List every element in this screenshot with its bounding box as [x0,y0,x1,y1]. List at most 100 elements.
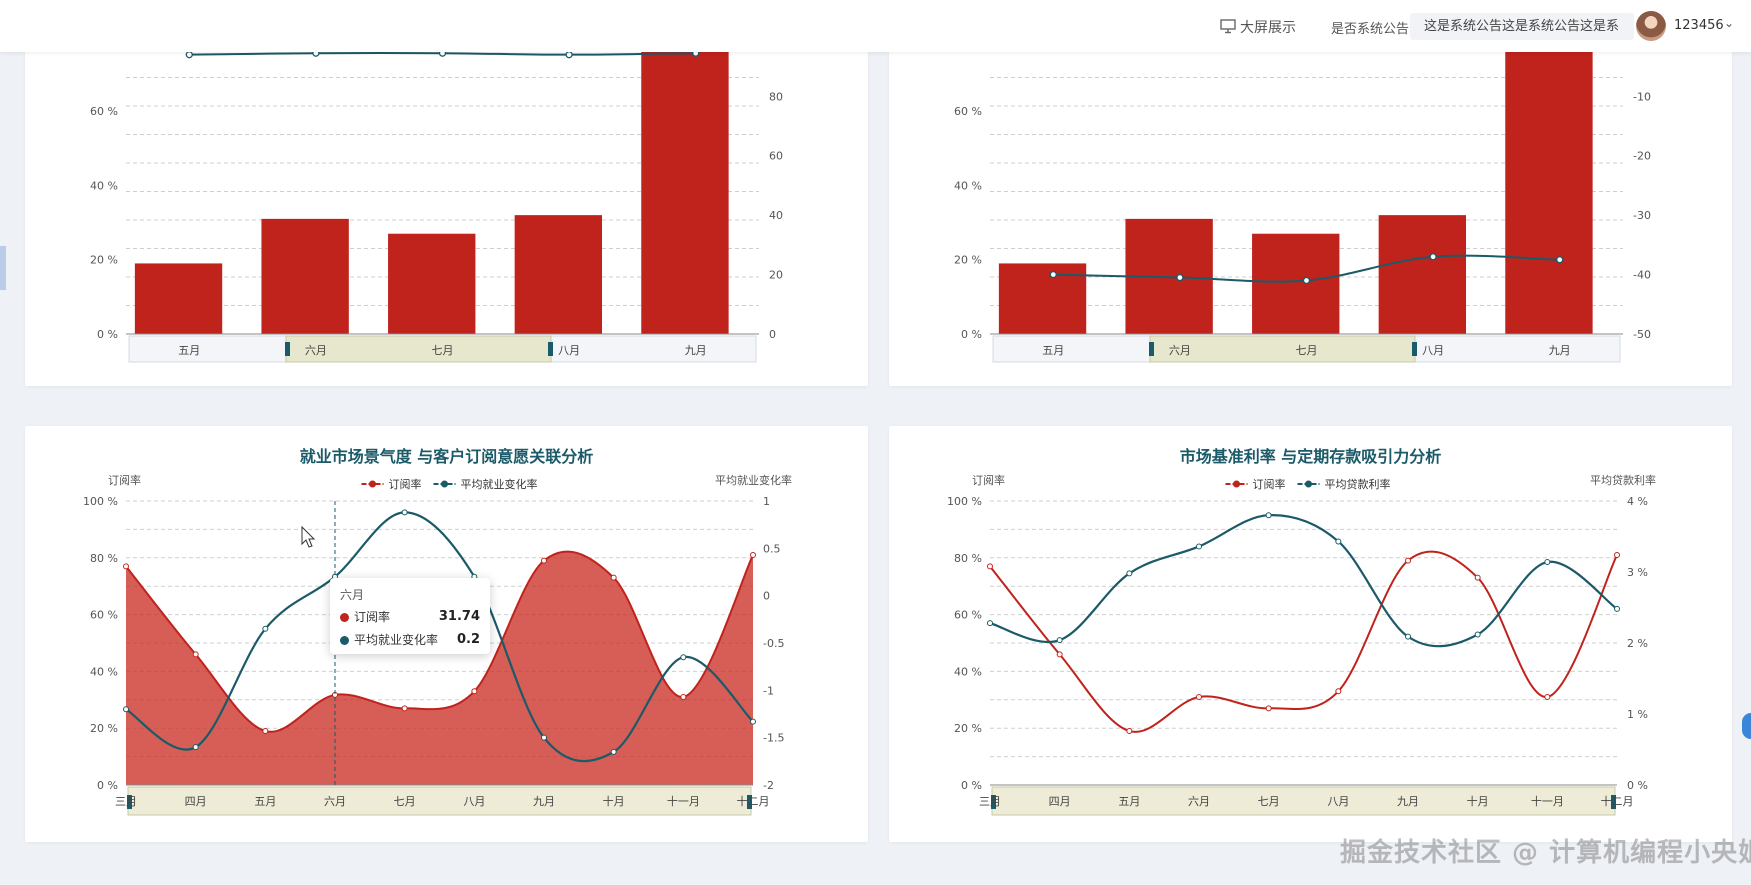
datazoom-handle-right [747,795,752,809]
legend-label: 平均就业变化率 [461,477,538,491]
y-right-tick-label: 4 % [1627,495,1648,508]
line-point [1405,633,1411,640]
legend-marker [369,480,376,488]
y-right-tick-label: 40 [769,209,783,222]
y-left-tick-label: 0 % [961,779,982,792]
tooltip-row2-label: 平均就业变化率 [354,633,439,647]
y-right-tick-label: -40 [1633,269,1651,282]
notice-marquee: 这是系统公告这是系统公告这是系 [1410,13,1634,40]
y-left-tick-label: 0 % [97,328,118,341]
chart-title: 就业市场景气度 与客户订阅意愿关联分析 [300,447,594,466]
y-left-tick-label: 40 % [90,179,118,192]
x-tick-label: 八月 [1422,344,1444,357]
bar [1378,215,1467,334]
x-tick-label: 六月 [305,344,327,357]
avatar[interactable] [1636,11,1666,41]
chart-title: 市场基准利率 与定期存款吸引力分析 [1180,447,1442,466]
line-point [192,744,199,751]
line-point [541,734,547,741]
line-point [123,706,129,713]
datazoom-handle-left [1149,342,1154,356]
y-right-tick-label: -30 [1633,209,1651,222]
line-point [1265,512,1272,519]
tooltip-row: 平均就业变化率 0.2 [340,631,480,649]
y-left-tick-label: 40 % [954,179,982,192]
line-point [401,705,408,712]
tooltip-row1-value: 31.74 [438,609,480,624]
y-right-tick-label: -50 [1633,328,1651,341]
line-point [123,563,129,570]
bar [261,218,349,334]
y-right-tick-label: 0 [769,328,776,341]
line-point [401,509,408,516]
y-left-tick-label: 60 % [954,105,982,118]
line-point [1056,651,1063,658]
line-point [1335,688,1342,695]
tooltip-row2-value: 0.2 [456,632,480,647]
x-tick-label: 七月 [394,795,416,808]
y-left-axis-label: 订阅率 [972,473,1005,487]
line-point [185,51,193,59]
line-point [565,51,573,59]
series-line [989,550,1618,733]
notice-label: 是否系统公告 [1331,22,1410,37]
chart-tooltip: 六月 订阅率 31.74 平均就业变化率 0.2 [330,578,490,654]
datazoom-track [128,335,757,363]
x-tick-label: 八月 [463,795,485,808]
datazoom-window [991,786,1616,816]
legend-marker [1233,480,1240,488]
y-left-tick-label: 20 % [90,722,118,735]
legend-marker [1305,480,1312,488]
line-point [680,693,687,700]
line-point [1056,637,1063,644]
y-right-tick-label: 2 % [1627,637,1648,650]
line-point [680,654,687,661]
y-right-tick-label: 1 [763,495,770,508]
y-right-tick-label: -1 [763,684,774,697]
line-point [471,688,478,695]
bigscreen-link[interactable]: 大屏展示 [1220,17,1296,37]
x-tick-label: 九月 [685,344,707,357]
y-left-tick-label: 0 % [961,328,982,341]
watermark: 掘金技术社区 @ 计算机编程小央姐 [1340,838,1751,868]
bar [514,215,603,334]
float-button[interactable] [1742,713,1751,739]
legend-marker [441,480,448,488]
x-tick-label: 十二月 [1601,794,1634,808]
chevron-down-icon[interactable]: ⌄ [1724,16,1735,30]
y-right-tick-label: -20 [1633,150,1651,163]
x-tick-label: 四月 [185,795,207,808]
datazoom-window [127,786,752,816]
bar [1252,233,1340,334]
line-point [1474,574,1481,581]
top-bar: 大屏展示 是否系统公告 这是系统公告这是系统公告这是系 123456 ⌄ [0,0,1751,52]
line-point [1405,557,1411,564]
x-tick-label: 四月 [1049,795,1071,808]
line-point [262,728,269,735]
x-tick-label: 五月 [254,795,276,808]
x-tick-label: 三月 [979,795,1001,808]
bar [388,233,476,334]
line-point [750,551,756,558]
line-point [1614,551,1620,558]
x-tick-label: 九月 [1397,795,1419,808]
datazoom-handle-left [991,795,996,809]
y-left-tick-label: 0 % [97,779,118,792]
chart-panel-4: 市场基准利率 与定期存款吸引力分析 订阅率 平均贷款利率 订阅率 平均贷款利率 0 % 20… [889,426,1732,842]
line-point [1302,276,1311,285]
line-point [262,625,269,632]
y-left-tick-label: 60 % [954,609,982,622]
line-point [750,718,756,725]
y-left-tick-label: 100 % [83,495,118,508]
x-tick-label: 六月 [1169,344,1191,357]
chart-2-svg: 0 % 20 % 40 % 60 % -10 -20 -30 -40 -50 五月 六月 七月 八月 九月 [954,48,1651,363]
line-point [192,651,199,658]
line-point [1196,693,1202,700]
datazoom-handle-left [285,342,290,356]
cursor-icon [301,525,316,548]
sidebar-collapse-handle[interactable] [0,246,6,290]
x-tick-label: 三月 [115,795,137,808]
line-point [1196,543,1202,550]
y-left-axis-label: 订阅率 [108,473,141,487]
